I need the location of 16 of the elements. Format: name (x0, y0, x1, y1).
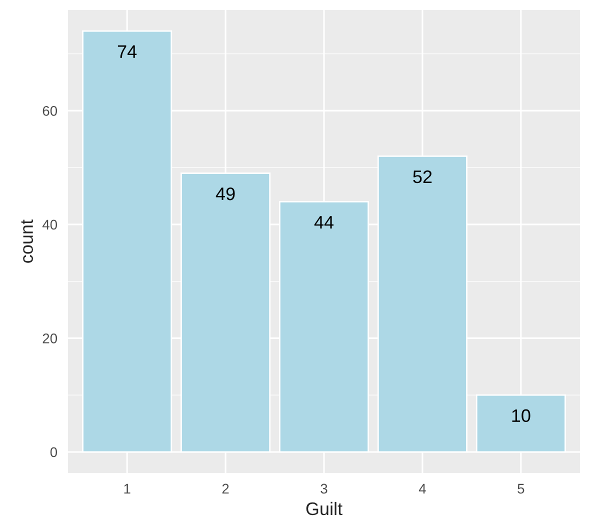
data-label: 44 (314, 216, 334, 228)
x-tick-label: 2 (222, 484, 229, 494)
data-label: 52 (413, 170, 432, 184)
x-tick-label: 3 (320, 484, 328, 494)
x-tick-label: 4 (418, 484, 426, 494)
y-tick-label: 40 (42, 220, 58, 230)
x-tick-label: 1 (124, 484, 130, 494)
y-axis-title: count (21, 220, 34, 263)
x-axis-title: Guilt (306, 502, 342, 516)
data-label: 10 (512, 409, 530, 422)
data-label: 49 (216, 187, 235, 200)
y-tick-label: 0 (50, 447, 58, 458)
y-tick-label: 60 (42, 106, 58, 116)
x-tick-label: 5 (518, 484, 524, 494)
y-tick-label: 20 (42, 334, 58, 344)
data-label: 74 (118, 45, 137, 58)
